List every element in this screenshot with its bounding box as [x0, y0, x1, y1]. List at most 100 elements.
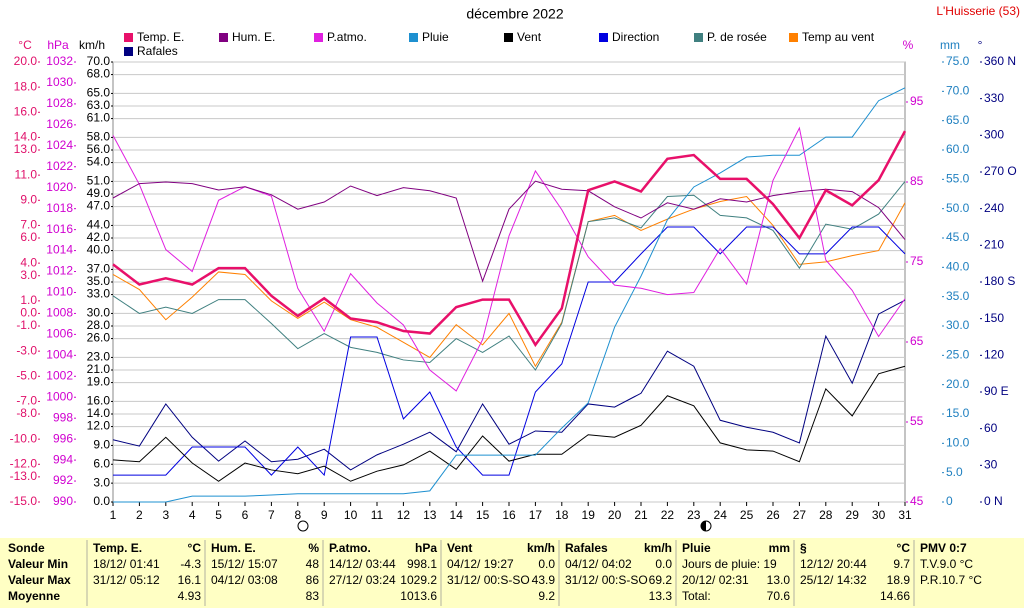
x-tick-label: 26	[766, 508, 780, 522]
y-tick-label: 49.0	[87, 186, 111, 200]
y-tick-label: 6.0	[93, 456, 110, 470]
y-tick-label: 45	[910, 494, 924, 508]
y-tick-label: 9.0	[20, 192, 37, 206]
cell-value: 9.7	[893, 557, 910, 571]
legend-swatch	[124, 33, 133, 42]
x-tick-label: 7	[268, 508, 275, 522]
x-tick-label: 15	[476, 508, 490, 522]
y-tick-label: 990	[53, 494, 73, 508]
column-title: Hum. E.	[211, 541, 256, 555]
row-label: Valeur Max	[8, 573, 71, 587]
cell-label: P.R.10.7 °C	[920, 573, 982, 587]
y-tick-label: 54.0	[87, 155, 111, 169]
x-tick-label: 17	[529, 508, 543, 522]
y-tick-label: 240	[984, 201, 1004, 215]
series-line	[112, 130, 907, 348]
legend-swatch	[694, 33, 703, 42]
y-tick-label: 1002	[46, 368, 73, 382]
y-tick-label: 70.0	[87, 54, 111, 68]
y-tick-label: -13.0	[10, 469, 38, 483]
y-tick-label: 16.0	[87, 394, 111, 408]
legend-swatch	[219, 33, 228, 42]
y-tick-label: 0.0	[93, 494, 110, 508]
series-line	[112, 365, 906, 482]
y-tick-label: 40.0	[946, 260, 970, 274]
y-tick-label: 12.0	[87, 419, 111, 433]
y-tick-label: -15.0	[10, 494, 38, 508]
x-tick-label: 25	[740, 508, 754, 522]
y-tick-label: 20.0	[946, 377, 970, 391]
axis-unit: °C	[18, 38, 32, 52]
y-tick-label: 90 E	[984, 384, 1009, 398]
column-title: §	[800, 541, 807, 555]
x-tick-label: 12	[397, 508, 411, 522]
y-tick-label: 14.0	[87, 406, 111, 420]
cell-value: 1029.2	[400, 573, 437, 587]
y-tick-label: 1010	[46, 285, 73, 299]
y-tick-label: 1018	[46, 201, 73, 215]
y-tick-label: 25.0	[946, 348, 970, 362]
site-name: L'Huisserie (53)	[936, 4, 1020, 18]
y-tick-label: 40.0	[87, 243, 111, 257]
x-tick-label: 18	[555, 508, 569, 522]
legend-swatch	[599, 33, 608, 42]
x-tick-label: 16	[502, 508, 516, 522]
chart-title: décembre 2022	[466, 6, 564, 22]
y-tick-label: -3.0	[16, 343, 37, 357]
cell-value: 9.2	[538, 589, 555, 603]
y-tick-label: 270 O	[984, 164, 1017, 178]
y-tick-label: 300	[984, 128, 1004, 142]
y-tick-label: 56.0	[87, 142, 111, 156]
cell-value: 4.93	[178, 589, 202, 603]
y-tick-label: 85	[910, 174, 924, 188]
cell-label: 31/12/ 00:S-SO	[565, 573, 648, 587]
y-tick-label: 6.0	[20, 230, 37, 244]
legend-label: P.atmo.	[327, 30, 367, 44]
y-tick-label: 5.0	[946, 465, 963, 479]
legend-label: Hum. E.	[232, 30, 275, 44]
column-title: Rafales	[565, 541, 608, 555]
cell-label: 14/12/ 03:44	[329, 557, 396, 571]
y-tick-label: 180 S	[984, 274, 1015, 288]
y-tick-label: 1020	[46, 180, 73, 194]
cell-label: 18/12/ 01:41	[93, 557, 160, 571]
x-tick-label: 22	[661, 508, 675, 522]
y-tick-label: 0.0	[20, 306, 37, 320]
column-unit: °C	[897, 541, 911, 555]
cell-label: 15/12/ 15:07	[211, 557, 278, 571]
cell-value: 43.9	[532, 573, 556, 587]
y-tick-label: -1.0	[16, 318, 37, 332]
cell-value: 1013.6	[400, 589, 437, 603]
y-tick-label: 3.0	[93, 475, 110, 489]
cell-label: T.V.9.0 °C	[920, 557, 973, 571]
y-tick-label: 70.0	[946, 84, 970, 98]
y-tick-label: 55.0	[946, 172, 970, 186]
cell-value: 69.2	[649, 573, 673, 587]
y-tick-label: 61.0	[87, 111, 111, 125]
x-tick-label: 14	[450, 508, 464, 522]
axis-unit: °	[978, 38, 983, 52]
cell-value: 0.0	[538, 557, 555, 571]
y-tick-label: 1.0	[20, 293, 37, 307]
y-tick-label: 7.0	[20, 218, 37, 232]
x-tick-label: 9	[321, 508, 328, 522]
x-tick-label: 28	[819, 508, 833, 522]
y-tick-label: 21.0	[87, 362, 111, 376]
series-line	[112, 180, 906, 283]
y-tick-label: 60	[984, 421, 998, 435]
y-tick-label: 50.0	[946, 201, 970, 215]
y-tick-label: 65.0	[87, 86, 111, 100]
y-tick-label: 68.0	[87, 67, 111, 81]
y-tick-label: 0 N	[984, 494, 1003, 508]
x-tick-label: 5	[215, 508, 222, 522]
y-tick-label: 14.0	[14, 130, 38, 144]
x-tick-label: 19	[582, 508, 596, 522]
x-tick-label: 4	[189, 508, 196, 522]
axis-unit: km/h	[79, 38, 105, 52]
y-tick-label: 9.0	[93, 438, 110, 452]
cell-value: 13.0	[767, 573, 791, 587]
legend-swatch	[789, 33, 798, 42]
cell-value: 86	[306, 573, 320, 587]
row-label: Moyenne	[8, 589, 60, 603]
y-tick-label: 18.0	[14, 79, 38, 93]
